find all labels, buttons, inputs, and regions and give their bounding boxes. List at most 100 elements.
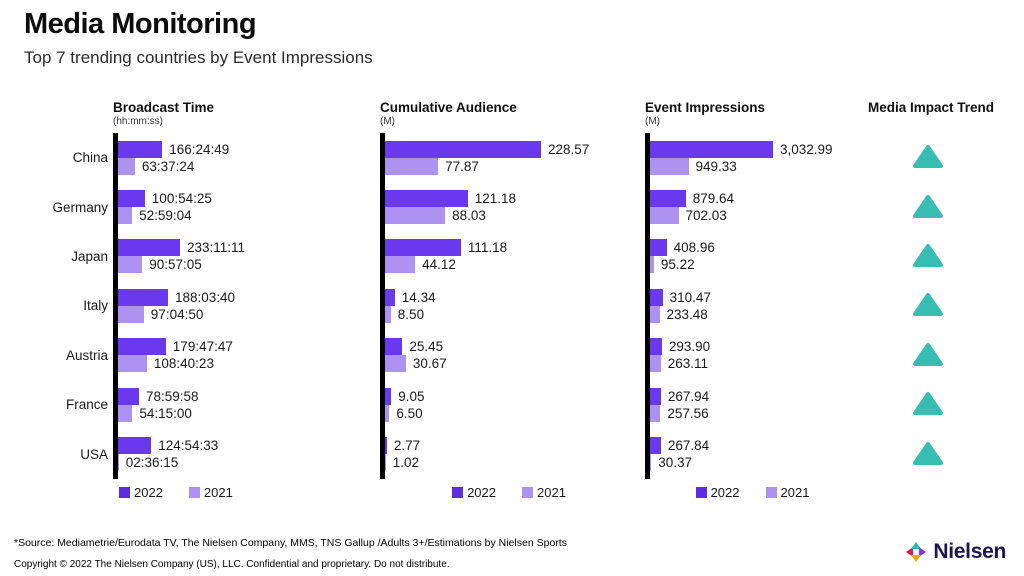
legend-item-2021: 2021 (765, 485, 810, 501)
bar-2021 (385, 404, 390, 422)
bar-value-label: 267.84 (667, 438, 710, 454)
trend-row-japan (868, 231, 1008, 280)
bar-value-label: 166:24:49 (169, 141, 230, 157)
legend-swatch-2022 (452, 487, 464, 499)
bar-line-2021: 257.56 (650, 404, 860, 422)
bar-2022 (385, 140, 541, 158)
bar-2021 (118, 207, 133, 225)
legend-swatch-2022 (119, 487, 130, 499)
bar-line-2022: 166:24:49 (118, 140, 375, 158)
chart-row-china: 228.57 77.87 (385, 133, 638, 182)
chart-row-italy: 310.47 233.48 (650, 281, 860, 330)
bar-line-2021: 02:36:15 (118, 454, 375, 472)
bar-line-2022: 228.57 (385, 140, 638, 158)
chart-row-japan: 111.18 44.12 (385, 232, 638, 281)
bar-value-label: 310.47 (669, 289, 711, 305)
chart-row-austria: 179:47:47 108:40:23 (118, 331, 375, 380)
legend-label: 2021 (780, 485, 810, 501)
bar-2021 (650, 305, 660, 323)
chart-unit: (M) (380, 116, 395, 127)
cumulative-audience-chart: Cumulative Audience (M) 228.57 77.87 121.1… (380, 100, 638, 501)
bar-2021 (650, 256, 654, 274)
bar-2021 (385, 305, 391, 323)
bar-2022 (385, 239, 461, 257)
bar-line-2022: 267.84 (650, 437, 860, 455)
trend-title: Media Impact Trend (868, 100, 995, 115)
bar-2022 (385, 338, 403, 356)
bar-value-label: 78:59:58 (146, 388, 199, 404)
bar-2021 (118, 404, 133, 422)
legend-item-2022: 2022 (119, 485, 163, 500)
bar-value-label: 95.22 (660, 257, 695, 273)
bar-value-label: 179:47:47 (172, 339, 233, 355)
bar-value-label: 188:03:40 (175, 289, 236, 305)
bar-value-label: 100:54:25 (151, 191, 212, 207)
bar-line-2022: 188:03:40 (118, 288, 375, 306)
bar-line-2021: 108:40:23 (118, 355, 375, 373)
bar-2022 (118, 190, 145, 208)
bar-value-label: 263.11 (667, 356, 708, 372)
legend-label: 2022 (134, 485, 163, 501)
event-impressions-chart: Event Impressions (M) 3,032.99 949.33 879.… (645, 100, 860, 501)
bar-line-2021: 97:04:50 (118, 305, 375, 323)
chart-unit: (M) (645, 116, 660, 127)
chart-row-usa: 2.77 1.02 (385, 429, 638, 478)
trend-up-icon (913, 243, 943, 267)
bar-value-label: 44.12 (422, 257, 456, 273)
bar-2022 (118, 239, 180, 257)
legend-label: 2022 (467, 485, 496, 501)
chart-row-france: 9.05 6.50 (385, 380, 638, 429)
bar-2022 (650, 437, 661, 455)
bar-line-2021: 90:57:05 (118, 256, 375, 274)
trend-up-icon (913, 392, 943, 416)
bar-value-label: 228.57 (548, 141, 590, 157)
bar-line-2021: 6.50 (385, 404, 638, 422)
bar-value-label: 77.87 (445, 158, 479, 174)
bar-value-label: 8.50 (397, 306, 425, 322)
bar-line-2021: 30.37 (650, 454, 860, 472)
chart-row-china: 3,032.99 949.33 (650, 133, 860, 182)
bar-line-2022: 25.45 (385, 338, 638, 356)
bar-2022 (118, 288, 168, 306)
bar-2022 (650, 190, 686, 208)
bar-2021 (118, 157, 135, 175)
trend-row-usa (868, 428, 1008, 477)
broadcast-time-chart: Broadcast Time (hh:mm:ss) 166:24:49 63:37… (113, 100, 375, 501)
chart-row-france: 78:59:58 54:15:00 (118, 380, 375, 429)
bar-2021 (385, 207, 446, 225)
chart-row-italy: 188:03:40 97:04:50 (118, 281, 375, 330)
bar-line-2022: 179:47:47 (118, 338, 375, 356)
legend-label: 2021 (203, 485, 233, 501)
bar-2021 (650, 207, 679, 225)
trend-row-germany (868, 181, 1008, 230)
bar-value-label: 90:57:05 (149, 257, 202, 273)
bar-line-2021: 233.48 (650, 305, 860, 323)
bar-value-label: 233.48 (666, 306, 708, 322)
bar-value-label: 30.67 (412, 356, 447, 372)
country-label-austria: Austria (65, 347, 108, 363)
bar-2021 (118, 454, 119, 472)
chart-row-austria: 293.90 263.11 (650, 331, 860, 380)
chart-row-japan: 233:11:11 90:57:05 (118, 232, 375, 281)
nielsen-logo-text: Nielsen (933, 540, 1006, 563)
bar-2021 (385, 256, 416, 274)
legend-item-2022: 2022 (695, 485, 740, 500)
bar-value-label: 293.90 (668, 339, 711, 355)
chart-title: Broadcast Time (113, 100, 215, 115)
bar-line-2022: 124:54:33 (118, 437, 375, 455)
bar-2021 (650, 355, 661, 373)
chart-legend: 2022 2021 (113, 485, 375, 501)
bar-2022 (650, 387, 661, 405)
bar-value-label: 25.45 (409, 339, 444, 355)
bar-line-2022: 3,032.99 (650, 140, 860, 158)
chart-body: 3,032.99 949.33 879.64 702.03 408.96 95.22 310… (645, 133, 860, 479)
bar-2021 (650, 454, 652, 472)
bar-value-label: 30.37 (658, 455, 692, 471)
bar-value-label: 14.34 (401, 289, 436, 305)
bar-value-label: 879.64 (692, 191, 734, 207)
bar-line-2022: 233:11:11 (118, 239, 375, 257)
bar-2021 (118, 256, 143, 274)
chart-row-germany: 879.64 702.03 (650, 182, 860, 231)
footer-copyright: Copyright © 2022 The Nielsen Company (US… (14, 559, 450, 570)
legend-item-2021: 2021 (522, 485, 566, 500)
